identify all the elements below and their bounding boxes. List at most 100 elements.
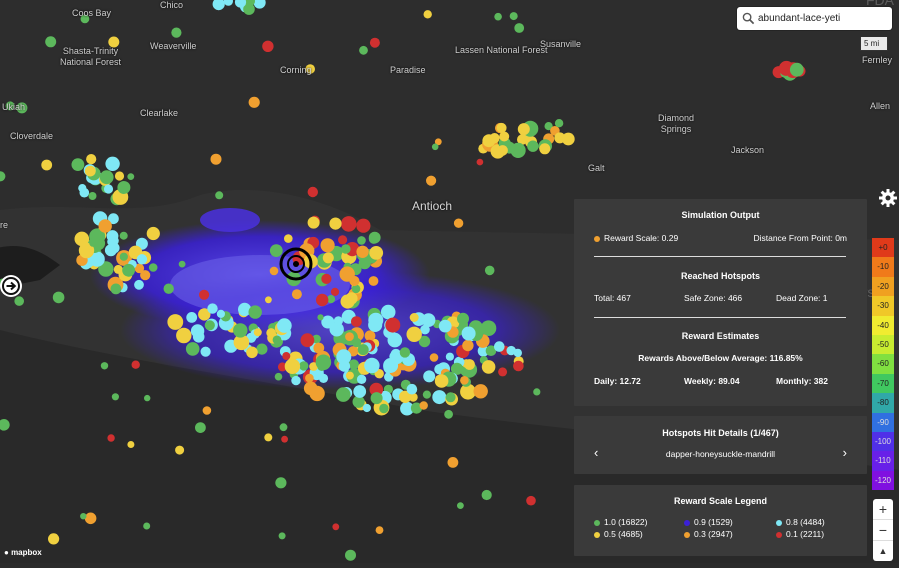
hotspot-dot[interactable]: [89, 239, 97, 247]
hotspot-dot[interactable]: [461, 326, 476, 341]
hotspot-dot[interactable]: [272, 335, 282, 345]
hotspot-dot[interactable]: [269, 244, 283, 257]
hotspot-dot[interactable]: [122, 263, 135, 277]
hotspot-dot[interactable]: [244, 0, 255, 7]
hotspot-dot[interactable]: [561, 132, 575, 146]
hotspot-dot[interactable]: [352, 395, 365, 408]
hotspot-dot[interactable]: [105, 156, 120, 171]
hotspot-dot[interactable]: [140, 270, 151, 281]
hotspot-dot[interactable]: [423, 370, 436, 383]
hotspot-dot[interactable]: [481, 360, 496, 374]
hotspot-dot[interactable]: [233, 323, 248, 338]
hotspot-dot[interactable]: [74, 231, 90, 247]
hotspot-dot[interactable]: [48, 533, 60, 545]
hotspot-dot[interactable]: [274, 372, 283, 381]
hotspot-dot[interactable]: [498, 367, 508, 377]
hotspot-dot[interactable]: [144, 394, 151, 402]
hotspot-dot[interactable]: [262, 40, 274, 52]
hotspot-dot[interactable]: [329, 217, 342, 230]
hotspot-dot[interactable]: [176, 327, 192, 344]
hotspot-dot[interactable]: [489, 133, 500, 144]
hotspot-dot[interactable]: [484, 265, 495, 276]
hotspot-dot[interactable]: [340, 294, 355, 309]
hotspot-dot[interactable]: [111, 393, 119, 401]
hotspot-dot[interactable]: [0, 419, 10, 431]
hotspot-dot[interactable]: [127, 441, 135, 448]
hotspot-dot[interactable]: [284, 358, 301, 374]
hotspot-dot[interactable]: [71, 158, 85, 172]
hotspot-dot[interactable]: [110, 283, 122, 295]
hotspot-dot[interactable]: [246, 346, 258, 359]
hotspot-dot[interactable]: [143, 522, 151, 530]
hotspot-dot[interactable]: [318, 373, 329, 383]
hotspot-dot[interactable]: [345, 549, 356, 561]
hotspot-dot[interactable]: [513, 348, 522, 358]
hotspot-dot[interactable]: [253, 0, 266, 9]
hotspot-dot[interactable]: [202, 406, 212, 415]
hotspot-dot[interactable]: [163, 283, 174, 294]
hotspot-dot[interactable]: [341, 244, 351, 254]
search-box[interactable]: [737, 7, 892, 30]
hotspot-dot[interactable]: [431, 143, 439, 151]
hotspot-dot[interactable]: [313, 342, 325, 354]
hotspot-dot[interactable]: [457, 312, 469, 325]
hotspot-dot[interactable]: [513, 360, 524, 372]
hotspot-dot[interactable]: [215, 191, 224, 200]
hotspot-dot[interactable]: [5, 101, 15, 111]
hotspot-dot[interactable]: [385, 317, 401, 333]
hotspot-dot[interactable]: [514, 23, 525, 33]
hotspot-dot[interactable]: [351, 316, 362, 327]
hotspot-dot[interactable]: [100, 362, 109, 370]
hotspot-dot[interactable]: [185, 342, 200, 356]
chevron-right-icon[interactable]: ›: [842, 445, 847, 460]
hotspot-dot[interactable]: [359, 45, 368, 55]
hotspot-dot[interactable]: [78, 184, 87, 193]
hotspot-dot[interactable]: [212, 0, 225, 11]
hotspot-dot[interactable]: [348, 359, 359, 370]
hotspot-dot[interactable]: [99, 170, 114, 185]
hotspot-dot[interactable]: [447, 457, 459, 468]
hotspot-dot[interactable]: [369, 37, 380, 48]
hotspot-dot[interactable]: [460, 376, 469, 385]
hotspot-dot[interactable]: [315, 354, 332, 371]
hotspot-dot[interactable]: [223, 0, 233, 6]
hotspot-dot[interactable]: [554, 119, 564, 128]
hotspot-dot[interactable]: [399, 347, 411, 358]
hotspot-dot[interactable]: [338, 235, 348, 245]
hotspot-dot[interactable]: [368, 233, 379, 244]
hotspot-dot[interactable]: [317, 314, 324, 321]
hotspot-dot[interactable]: [210, 153, 222, 165]
hotspot-dot[interactable]: [84, 165, 96, 177]
hotspot-dot[interactable]: [134, 263, 145, 274]
hotspot-dot[interactable]: [517, 123, 530, 136]
hotspot-dot[interactable]: [200, 346, 211, 357]
hotspot-dot[interactable]: [778, 60, 794, 76]
hotspot-dot[interactable]: [418, 335, 431, 348]
hotspot-dot[interactable]: [429, 353, 439, 362]
hotspot-dot[interactable]: [445, 392, 456, 403]
hotspot-dot[interactable]: [248, 96, 260, 108]
hotspot-dot[interactable]: [80, 14, 90, 24]
compass-button[interactable]: ▲: [878, 546, 888, 556]
hotspot-dot[interactable]: [494, 12, 502, 21]
hotspot-dot[interactable]: [136, 254, 148, 265]
hotspot-dot[interactable]: [277, 362, 287, 372]
hotspot-dot[interactable]: [494, 341, 505, 352]
hotspot-dot[interactable]: [300, 333, 315, 348]
hotspot-dot[interactable]: [84, 512, 97, 525]
hotspot-dot[interactable]: [299, 361, 309, 371]
hotspot-dot[interactable]: [326, 295, 336, 304]
hotspot-dot[interactable]: [279, 423, 288, 432]
hotspot-dot[interactable]: [322, 252, 334, 264]
hotspot-dot[interactable]: [284, 234, 293, 243]
hotspot-dot[interactable]: [332, 523, 340, 531]
hotspot-dot[interactable]: [438, 319, 452, 333]
hotspot-dot[interactable]: [312, 334, 321, 344]
hotspot-dot[interactable]: [89, 251, 105, 267]
hotspot-dot[interactable]: [400, 401, 414, 416]
hotspot-dot[interactable]: [399, 390, 412, 403]
hotspot-dot[interactable]: [107, 434, 115, 442]
hotspot-dot[interactable]: [108, 36, 120, 48]
hotspot-dot[interactable]: [282, 352, 291, 360]
hotspot-dot[interactable]: [303, 381, 318, 396]
